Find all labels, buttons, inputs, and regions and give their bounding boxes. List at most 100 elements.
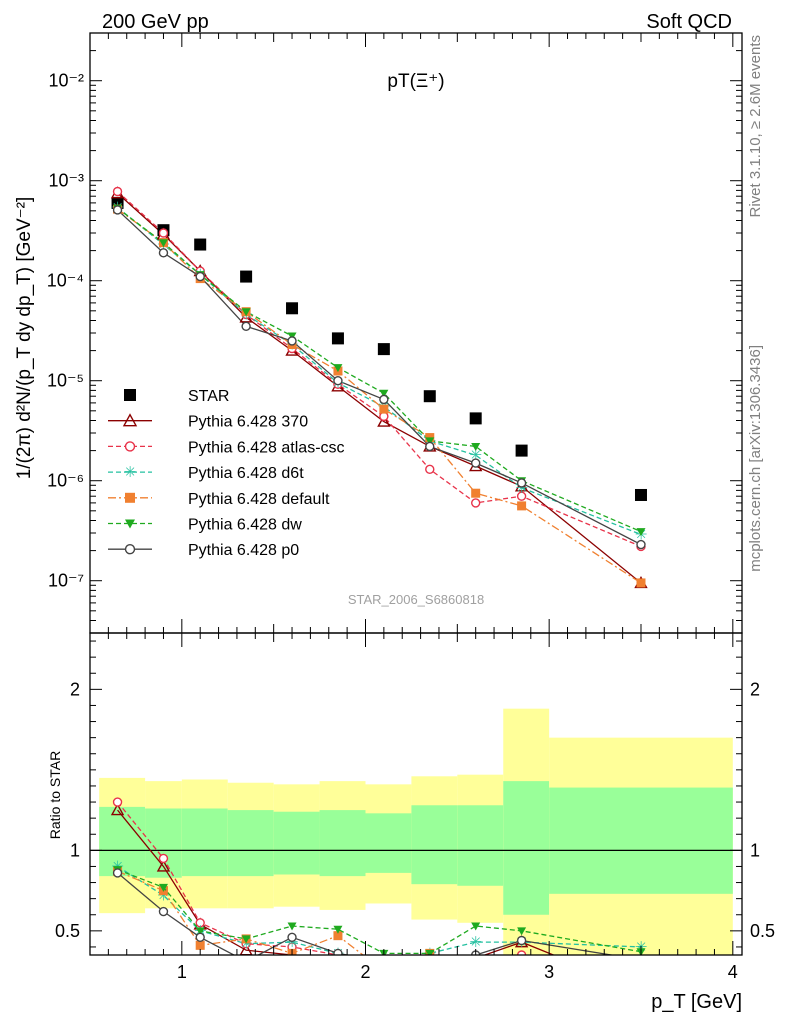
ratio-y-tick-label: 0.5 (55, 921, 80, 941)
data-point (158, 248, 169, 258)
header-right: Soft QCD (646, 11, 732, 33)
legend-label: Pythia 6.428 default (188, 491, 330, 508)
plot-title: pT(Ξ⁺) (387, 71, 444, 92)
data-point (516, 935, 527, 946)
data-point (515, 444, 528, 457)
data-point (287, 336, 297, 346)
data-point (195, 927, 205, 936)
data-point (124, 389, 136, 401)
data-point (241, 321, 251, 332)
uncertainty-band-inner (99, 806, 146, 877)
legend-label: STAR (188, 388, 229, 405)
data-point (158, 228, 169, 238)
data-point (470, 498, 481, 508)
data-point (425, 949, 435, 955)
data-point (379, 404, 389, 414)
data-point (124, 441, 136, 452)
data-point (195, 932, 205, 942)
y-tick-label: 10⁻² (48, 71, 84, 91)
data-point (287, 932, 297, 942)
data-point (124, 544, 136, 555)
data-point (195, 271, 205, 282)
series-line (117, 206, 642, 536)
data-point (286, 302, 299, 315)
data-point (122, 413, 138, 427)
series-line (117, 207, 642, 533)
data-point (425, 464, 435, 475)
ratio-y-tick-label-right: 0.5 (750, 921, 775, 941)
data-point (125, 519, 135, 529)
ratio-y-tick-label-right: 1 (750, 840, 760, 860)
uncertainty-band-inner (227, 810, 274, 877)
data-point (195, 918, 205, 928)
data-point (112, 205, 123, 215)
ratio-y-axis-label: Ratio to STAR (47, 751, 63, 839)
uncertainty-band-inner (549, 787, 733, 894)
data-point (516, 950, 527, 955)
data-point (377, 414, 391, 427)
uncertainty-band-inner (181, 808, 228, 877)
data-point (125, 492, 135, 503)
data-point (241, 935, 251, 944)
data-point (158, 239, 168, 248)
data-point (333, 364, 343, 373)
x-tick-label: 1 (177, 962, 187, 982)
data-point (241, 308, 251, 317)
uncertainty-band-inner (273, 811, 320, 875)
y-axis-label: 1/(2π) d²N/(p_T dy dp_T) [GeV⁻²] (14, 197, 35, 480)
ratio-panel-frame (89, 632, 743, 956)
data-point (112, 186, 123, 197)
series-line (117, 191, 642, 548)
data-point (516, 491, 527, 501)
mcplots-label: mcplots.cern.ch [arXiv:1306.3436] (747, 345, 764, 572)
data-point: ✳ (124, 463, 137, 481)
data-point (112, 868, 123, 878)
data-point (379, 389, 389, 398)
data-point (471, 488, 481, 498)
data-point (156, 859, 171, 872)
ratio-y-tick-label: 2 (70, 679, 80, 699)
data-point (425, 441, 435, 452)
data-point (112, 797, 123, 807)
data-point (333, 948, 343, 955)
data-point (636, 528, 646, 537)
data-point (470, 458, 481, 468)
uncertainty-band-inner (319, 810, 366, 877)
data-point (471, 922, 481, 931)
y-tick-label: 10⁻⁶ (47, 471, 84, 491)
data-point (516, 478, 527, 488)
data-point (331, 332, 344, 345)
ratio-line (117, 809, 556, 955)
data-point (636, 539, 646, 550)
data-point (425, 437, 435, 446)
data-point (377, 343, 390, 356)
data-point (333, 931, 343, 941)
data-point (110, 803, 125, 816)
data-point (634, 488, 647, 501)
data-point (333, 925, 343, 934)
x-tick-label: 3 (544, 962, 554, 982)
data-point (423, 390, 436, 403)
header-left: 200 GeV pp (102, 11, 209, 33)
data-point (379, 394, 389, 405)
data-point (333, 376, 343, 386)
ratio-line (117, 865, 642, 955)
rivet-version-label: Rivet 3.1.10, ≥ 2.6M events (747, 35, 764, 218)
legend-label: Pythia 6.428 370 (188, 414, 308, 431)
uncertainty-band-inner (457, 805, 504, 886)
y-tick-label: 10⁻⁵ (47, 371, 84, 391)
legend-label: Pythia 6.428 p0 (188, 542, 299, 559)
data-point (195, 940, 205, 950)
data-point (240, 270, 253, 283)
y-tick-label: 10⁻³ (48, 171, 84, 191)
legend-label: Pythia 6.428 atlas-csc (188, 439, 345, 456)
data-point (158, 853, 169, 864)
x-tick-label: 4 (728, 962, 738, 982)
y-tick-label: 10⁻⁷ (48, 571, 84, 591)
ratio-line (117, 801, 532, 955)
data-point (287, 922, 297, 931)
data-point (158, 906, 169, 917)
legend-label: Pythia 6.428 d6t (188, 465, 304, 482)
uncertainty-band-inner (365, 813, 412, 873)
